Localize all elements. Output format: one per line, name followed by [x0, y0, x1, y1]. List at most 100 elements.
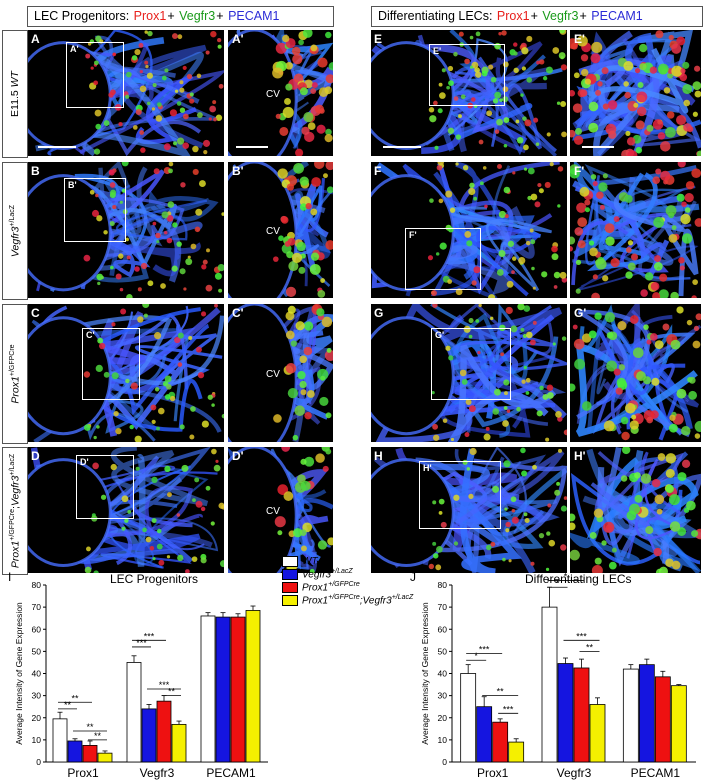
inset-box-e — [429, 44, 505, 106]
y-tick-label: 10 — [438, 735, 448, 745]
micrograph-h-prime: H' — [570, 447, 701, 573]
marker-prox1: Prox1 — [496, 9, 530, 23]
row-label-text: Prox1+/GFPCre;Vegfr3+/LacZ — [8, 453, 22, 569]
legend-label: Prox1+/GFPCre;Vegfr3+/LacZ — [302, 593, 414, 607]
inset-box-b — [64, 178, 126, 242]
marker-pecam1: PECAM1 — [591, 9, 643, 23]
y-axis-label: Average Intensity of Gene Expression — [420, 602, 430, 745]
bar — [460, 673, 477, 763]
cv-label: CV — [266, 506, 280, 517]
micrograph-h: H H' — [371, 447, 567, 573]
significance-marker: ** — [586, 642, 594, 652]
plus: + — [579, 9, 587, 23]
micrograph-a-prime: A' CV — [228, 30, 333, 156]
row-label-text: Vegfr3+/LacZ — [8, 204, 22, 258]
y-tick-label: 20 — [438, 713, 448, 723]
bar — [171, 723, 187, 763]
bar — [508, 741, 525, 763]
legend-swatch — [282, 581, 298, 593]
inset-label-b: B' — [68, 180, 77, 190]
bar — [638, 664, 655, 763]
y-axis-label: Average Intensity of Gene Expression — [14, 602, 24, 745]
bar — [52, 718, 68, 763]
micrograph-c: C C' — [28, 304, 224, 442]
bar — [670, 685, 687, 763]
panel-label-f: F — [374, 164, 382, 178]
micrograph-a: A A' — [28, 30, 224, 156]
significance-marker: ** — [497, 687, 505, 697]
significance-marker: ** — [86, 722, 94, 732]
micrograph-g: G G' — [371, 304, 567, 442]
bar — [97, 752, 113, 763]
bar — [245, 610, 261, 763]
row-label-wt: E11.5 WT — [2, 30, 28, 158]
inset-label-c: C' — [86, 330, 95, 340]
micrograph-g-prime: G' — [570, 304, 701, 442]
inset-box-f — [405, 228, 481, 290]
plus: + — [167, 9, 175, 23]
panel-label-g-prime: G' — [574, 306, 587, 320]
inset-label-f: F' — [409, 230, 417, 240]
panel-label-g: G — [374, 306, 384, 320]
panel-label-e: E — [374, 32, 383, 46]
micrograph-d-prime: D' CV — [228, 447, 333, 573]
row-label-vegfr3: Vegfr3+/LacZ — [2, 162, 28, 300]
bar — [230, 616, 246, 763]
x-tick-label: Vegfr3 — [140, 766, 175, 780]
cv-label: CV — [266, 89, 280, 100]
bar — [82, 745, 98, 763]
legend-swatch — [282, 555, 298, 567]
chart-i-title: LEC Progenitors — [110, 572, 199, 586]
micrograph-f-prime: F' — [570, 162, 701, 298]
micrograph-b: B B' — [28, 162, 224, 298]
panel-label-h: H — [374, 449, 383, 463]
bar — [126, 662, 142, 763]
significance-marker: ** — [94, 731, 102, 741]
y-tick-label: 30 — [32, 691, 42, 701]
inset-box-g — [431, 328, 511, 400]
significance-marker: * — [564, 572, 568, 582]
micrograph-e: E E' — [371, 30, 567, 156]
row-label-text: Prox1+/GFPCre — [8, 344, 22, 404]
inset-label-h: H' — [423, 463, 432, 473]
legend-entry: Vegfr3+/LacZ — [282, 568, 413, 580]
x-tick-label: PECAM1 — [206, 766, 256, 780]
bar — [654, 676, 671, 763]
plus: + — [216, 9, 224, 23]
panel-label-a: A — [31, 32, 40, 46]
panel-label-b-prime: B' — [232, 164, 244, 178]
marker-vegfr3: Vegfr3 — [179, 9, 216, 23]
bar — [476, 706, 493, 763]
significance-marker: *** — [136, 638, 147, 648]
significance-marker: *** — [479, 645, 490, 655]
significance-marker: ** — [71, 693, 79, 703]
inset-box-c — [82, 328, 140, 400]
y-tick-label: 0 — [36, 757, 41, 767]
legend: WT Vegfr3+/LacZ Prox1+/GFPCre Prox1+/GFPCre… — [282, 555, 413, 607]
cv-label: CV — [266, 369, 280, 380]
bar — [557, 663, 574, 763]
micrograph-e-prime: E' — [570, 30, 701, 156]
panel-label-d: D — [31, 449, 40, 463]
chart-j-title: Differentiating LECs — [525, 572, 632, 586]
row-label-prox1: Prox1+/GFPCre — [2, 304, 28, 444]
bar — [541, 606, 558, 763]
micrograph-d: D D' — [28, 447, 224, 573]
scale-bar — [236, 146, 268, 148]
bar — [573, 667, 590, 763]
legend-label: Prox1+/GFPCre — [302, 580, 360, 594]
x-tick-label: Vegfr3 — [557, 766, 592, 780]
significance-marker: ** — [64, 700, 72, 710]
y-tick-label: 10 — [32, 735, 42, 745]
significance-marker: * — [556, 578, 560, 588]
inset-label-d: D' — [80, 457, 89, 467]
legend-label: WT — [302, 555, 318, 567]
y-tick-label: 50 — [438, 646, 448, 656]
bar — [200, 615, 216, 763]
panel-label-c: C — [31, 306, 40, 320]
y-tick-label: 60 — [438, 624, 448, 634]
panel-label-e-prime: E' — [574, 32, 585, 46]
scale-bar — [383, 146, 421, 148]
header-title: LEC Progenitors: — [34, 9, 130, 23]
significance-marker: ** — [168, 687, 176, 697]
